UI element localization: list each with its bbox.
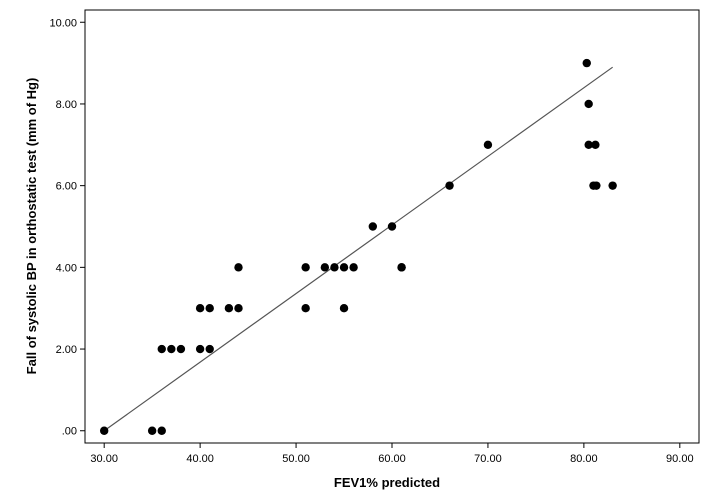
- x-tick-label: 40.00: [186, 453, 214, 465]
- data-point: [349, 263, 358, 272]
- data-point: [234, 303, 243, 313]
- data-point: [584, 140, 593, 150]
- x-tick-label: 90.00: [666, 453, 694, 465]
- y-tick-label: 10.00: [49, 17, 77, 29]
- data-point: [205, 303, 214, 313]
- x-tick-label: 60.00: [378, 453, 406, 465]
- y-tick-label: 8.00: [56, 99, 77, 111]
- data-point: [584, 99, 593, 109]
- data-point: [330, 263, 339, 272]
- x-axis-title: FEV1% predicted: [334, 475, 440, 490]
- data-point: [167, 344, 176, 354]
- y-tick-label: .00: [62, 426, 77, 438]
- data-point: [368, 222, 378, 231]
- y-axis-title: Fall of systolic BP in orthostatic test …: [24, 78, 39, 375]
- data-point: [176, 344, 186, 354]
- data-point: [387, 222, 397, 231]
- data-point: [592, 181, 601, 190]
- y-tick-label: 6.00: [56, 181, 77, 193]
- data-point: [339, 263, 349, 272]
- data-point: [339, 303, 349, 313]
- x-tick-label: 80.00: [570, 453, 598, 465]
- x-tick-label: 50.00: [282, 453, 310, 465]
- x-axis: 30.00 40.00 50.00 60.00 70.00 80.00 90.00: [90, 443, 694, 465]
- data-point: [224, 303, 234, 313]
- data-point: [195, 344, 205, 354]
- x-tick-label: 70.00: [474, 453, 502, 465]
- data-point: [582, 58, 591, 68]
- x-tick-label: 30.00: [90, 453, 118, 465]
- data-point: [397, 263, 406, 272]
- data-point: [234, 263, 243, 272]
- fit-line: [103, 66, 614, 432]
- data-point: [591, 140, 600, 150]
- data-point: [301, 303, 310, 313]
- data-point: [483, 140, 493, 150]
- y-tick-label: 4.00: [56, 262, 77, 274]
- data-point: [205, 344, 214, 354]
- y-axis: .00 2.00 4.00 6.00 8.00 10.00: [49, 17, 85, 438]
- data-point: [445, 181, 454, 190]
- data-point: [147, 426, 157, 435]
- y-tick-label: 2.00: [56, 344, 77, 356]
- data-point: [195, 303, 205, 313]
- data-point: [157, 344, 166, 354]
- data-point: [301, 263, 310, 272]
- data-points: [99, 58, 617, 435]
- data-point: [99, 426, 109, 435]
- data-point: [608, 181, 617, 190]
- data-point: [320, 263, 330, 272]
- data-point: [157, 426, 166, 435]
